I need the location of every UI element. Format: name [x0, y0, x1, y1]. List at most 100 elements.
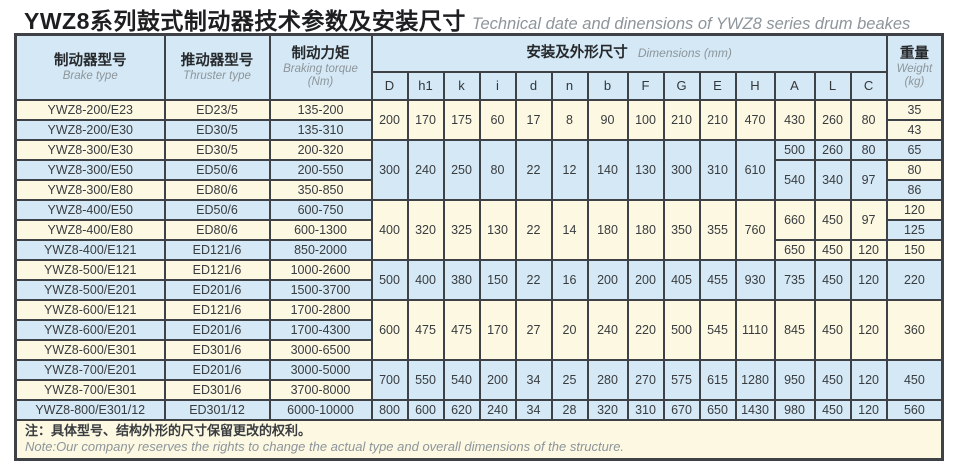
dim-cell: 475	[406, 298, 445, 361]
dim-col-E: E	[698, 70, 737, 101]
dim-col-b: b	[586, 70, 629, 101]
dim-cell: 180	[586, 198, 629, 261]
dim-cell-C: 80	[849, 98, 888, 141]
dim-cell: 80	[478, 138, 517, 201]
dim-cell: 17	[514, 98, 553, 141]
torque-cell: 1500-3700	[268, 278, 373, 301]
weight-cell: 360	[885, 298, 944, 361]
dim-cell: 20	[550, 298, 589, 361]
torque-cell: 3000-6500	[268, 338, 373, 361]
dim-cell: 1280	[734, 358, 776, 401]
note-cell: 注：具体型号、结构外形的尺寸保留更改的权利。 Note:Our company …	[14, 418, 944, 461]
dim-cell-C: 97	[849, 158, 888, 201]
table-row: YWZ8-200/E30 ED30/5 135-310 43	[14, 118, 944, 141]
dim-cell: 400	[406, 258, 445, 301]
dim-cell: 380	[442, 258, 481, 301]
dim-cell: 8	[550, 98, 589, 141]
brake-type-cell: YWZ8-200/E30	[14, 118, 166, 141]
torque-cell: 850-2000	[268, 238, 373, 261]
thruster-type-cell: ED30/5	[163, 138, 271, 161]
torque-cell: 600-1300	[268, 218, 373, 241]
dim-cell: 475	[442, 298, 481, 361]
weight-cell: 120	[885, 198, 944, 221]
brake-type-cell: YWZ8-600/E301	[14, 338, 166, 361]
dim-col-d: d	[514, 70, 553, 101]
brake-type-cell: YWZ8-200/E23	[14, 98, 166, 121]
col-header-weight: 重量 Weight (kg)	[885, 33, 944, 101]
dim-cell: 405	[662, 258, 701, 301]
dim-cell-C: 120	[849, 298, 888, 361]
dim-cell: 170	[406, 98, 445, 141]
weight-cell: 65	[885, 138, 944, 161]
thruster-type-cell: ED301/6	[163, 338, 271, 361]
torque-cell: 6000-10000	[268, 398, 373, 421]
dim-cell-A: 950	[773, 358, 816, 401]
thruster-type-cell: ED30/5	[163, 118, 271, 141]
torque-cell: 200-320	[268, 138, 373, 161]
dim-cell: 27	[514, 298, 553, 361]
dim-cell: 500	[370, 258, 409, 301]
dim-cell: 200	[370, 98, 409, 141]
dim-cell-C: 120	[849, 398, 888, 421]
brake-type-cell: YWZ8-500/E201	[14, 278, 166, 301]
dim-cell: 600	[406, 398, 445, 421]
dim-cell: 355	[698, 198, 737, 261]
table-row: YWZ8-700/E201 ED201/6 3000-5000 700 550 540 20…	[14, 358, 944, 401]
table-body: YWZ8-200/E23 ED23/5 135-200 200 170 175 60 17 8 9…	[14, 98, 944, 421]
dim-cell: 300	[662, 138, 701, 201]
dim-cell: 240	[586, 298, 629, 361]
brake-type-cell: YWZ8-800/E301/12	[14, 398, 166, 421]
col-header-braking-torque: 制动力矩 Braking torque (Nm)	[268, 33, 373, 101]
torque-cell: 135-310	[268, 118, 373, 141]
dim-col-A: A	[773, 70, 816, 101]
dim-cell: 22	[514, 198, 553, 261]
dim-cell: 650	[698, 398, 737, 421]
note-row: 注：具体型号、结构外形的尺寸保留更改的权利。 Note:Our company …	[14, 418, 944, 461]
dim-col-i: i	[478, 70, 517, 101]
thruster-type-cell: ED201/6	[163, 278, 271, 301]
note-zh: 注：具体型号、结构外形的尺寸保留更改的权利。	[25, 422, 312, 438]
dim-cell: 150	[478, 258, 517, 301]
dim-cell: 350	[662, 198, 701, 261]
dim-cell: 545	[698, 298, 737, 361]
col-header-thruster-type: 推动器型号 Thruster type	[163, 33, 271, 101]
brake-type-cell: YWZ8-500/E121	[14, 258, 166, 281]
weight-cell: 86	[885, 178, 944, 201]
dim-cell: 325	[442, 198, 481, 261]
dim-cell: 600	[370, 298, 409, 361]
dim-cell: 180	[626, 198, 665, 261]
weight-cell: 43	[885, 118, 944, 141]
dim-col-L: L	[813, 70, 852, 101]
dim-cell: 760	[734, 198, 776, 261]
dim-col-h1: h1	[406, 70, 445, 101]
dim-cell: 1430	[734, 398, 776, 421]
table-row: YWZ8-800/E301/12 ED301/12 6000-10000 800 600…	[14, 398, 944, 421]
dim-cell: 540	[442, 358, 481, 401]
dim-cell: 400	[370, 198, 409, 261]
brake-type-cell: YWZ8-400/E50	[14, 198, 166, 221]
dim-cell: 700	[370, 358, 409, 401]
dim-cell: 280	[586, 358, 629, 401]
dim-col-H: H	[734, 70, 776, 101]
thruster-type-cell: ED50/6	[163, 198, 271, 221]
brake-type-cell: YWZ8-700/E301	[14, 378, 166, 401]
col-header-brake-type: 制动器型号 Brake type	[14, 33, 166, 101]
dim-cell: 455	[698, 258, 737, 301]
thruster-type-cell: ED201/6	[163, 318, 271, 341]
table-row: YWZ8-300/E80 ED80/6 350-850 86	[14, 178, 944, 201]
title-en: Technical date and dinensions of YWZ8 se…	[471, 15, 911, 33]
dim-cell-L: 450	[813, 198, 852, 241]
dim-cell: 175	[442, 98, 481, 141]
weight-cell: 450	[885, 358, 944, 401]
table-row: YWZ8-600/E121 ED121/6 1700-2800 600 475 475 17…	[14, 298, 944, 361]
dim-cell: 170	[478, 298, 517, 361]
dim-cell: 34	[514, 398, 553, 421]
dim-cell: 610	[734, 138, 776, 201]
brake-type-cell: YWZ8-300/E50	[14, 158, 166, 181]
dim-cell: 300	[370, 138, 409, 201]
dim-cell-L: 450	[813, 398, 852, 421]
brake-type-cell: YWZ8-300/E80	[14, 178, 166, 201]
dim-cell: 60	[478, 98, 517, 141]
torque-cell: 3000-5000	[268, 358, 373, 381]
dim-cell: 615	[698, 358, 737, 401]
